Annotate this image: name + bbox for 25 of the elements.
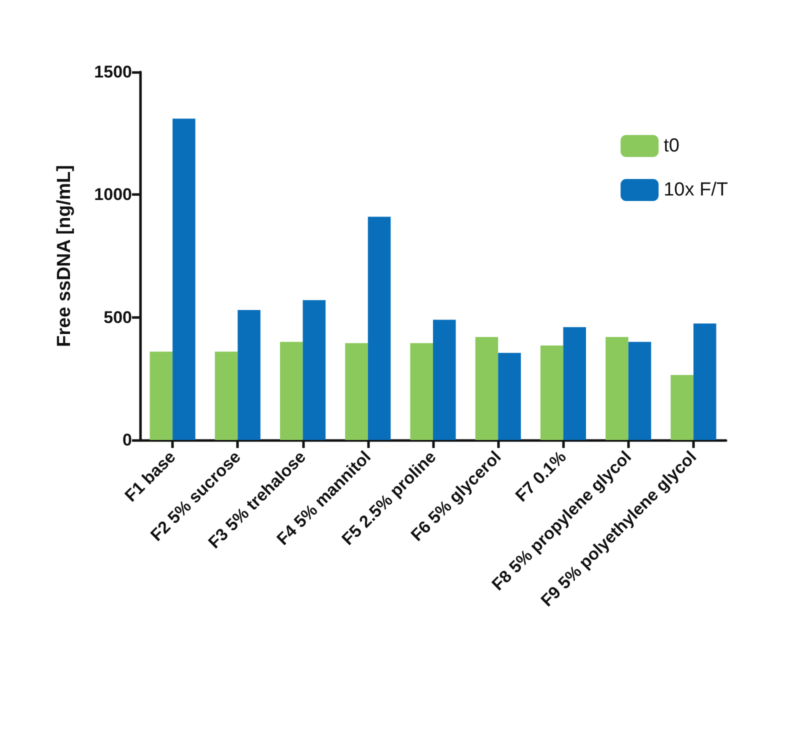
y-tick-label: 1500 (94, 62, 132, 82)
bar (498, 352, 521, 440)
bar (540, 346, 564, 440)
bar (280, 342, 303, 440)
bar (214, 352, 238, 440)
y-tick-label: 0 (122, 430, 132, 450)
bar (172, 118, 196, 440)
bar (628, 342, 652, 440)
bar (150, 352, 173, 440)
bar (433, 320, 456, 440)
bar (475, 336, 498, 440)
y-axis-title: Free ssDNA [ng/mL] (54, 165, 75, 347)
bar (238, 310, 260, 440)
legend-label: 10x F/T (664, 180, 728, 200)
bar (693, 323, 716, 440)
bar (563, 327, 586, 440)
bar (670, 374, 694, 440)
bar (410, 343, 433, 440)
y-tick-label: 500 (104, 308, 132, 327)
legend-label: t0 (664, 136, 680, 156)
bar (368, 216, 391, 440)
y-tick-label: 1000 (94, 185, 132, 204)
bar (345, 343, 368, 440)
bar (606, 336, 628, 440)
bar (302, 300, 326, 440)
